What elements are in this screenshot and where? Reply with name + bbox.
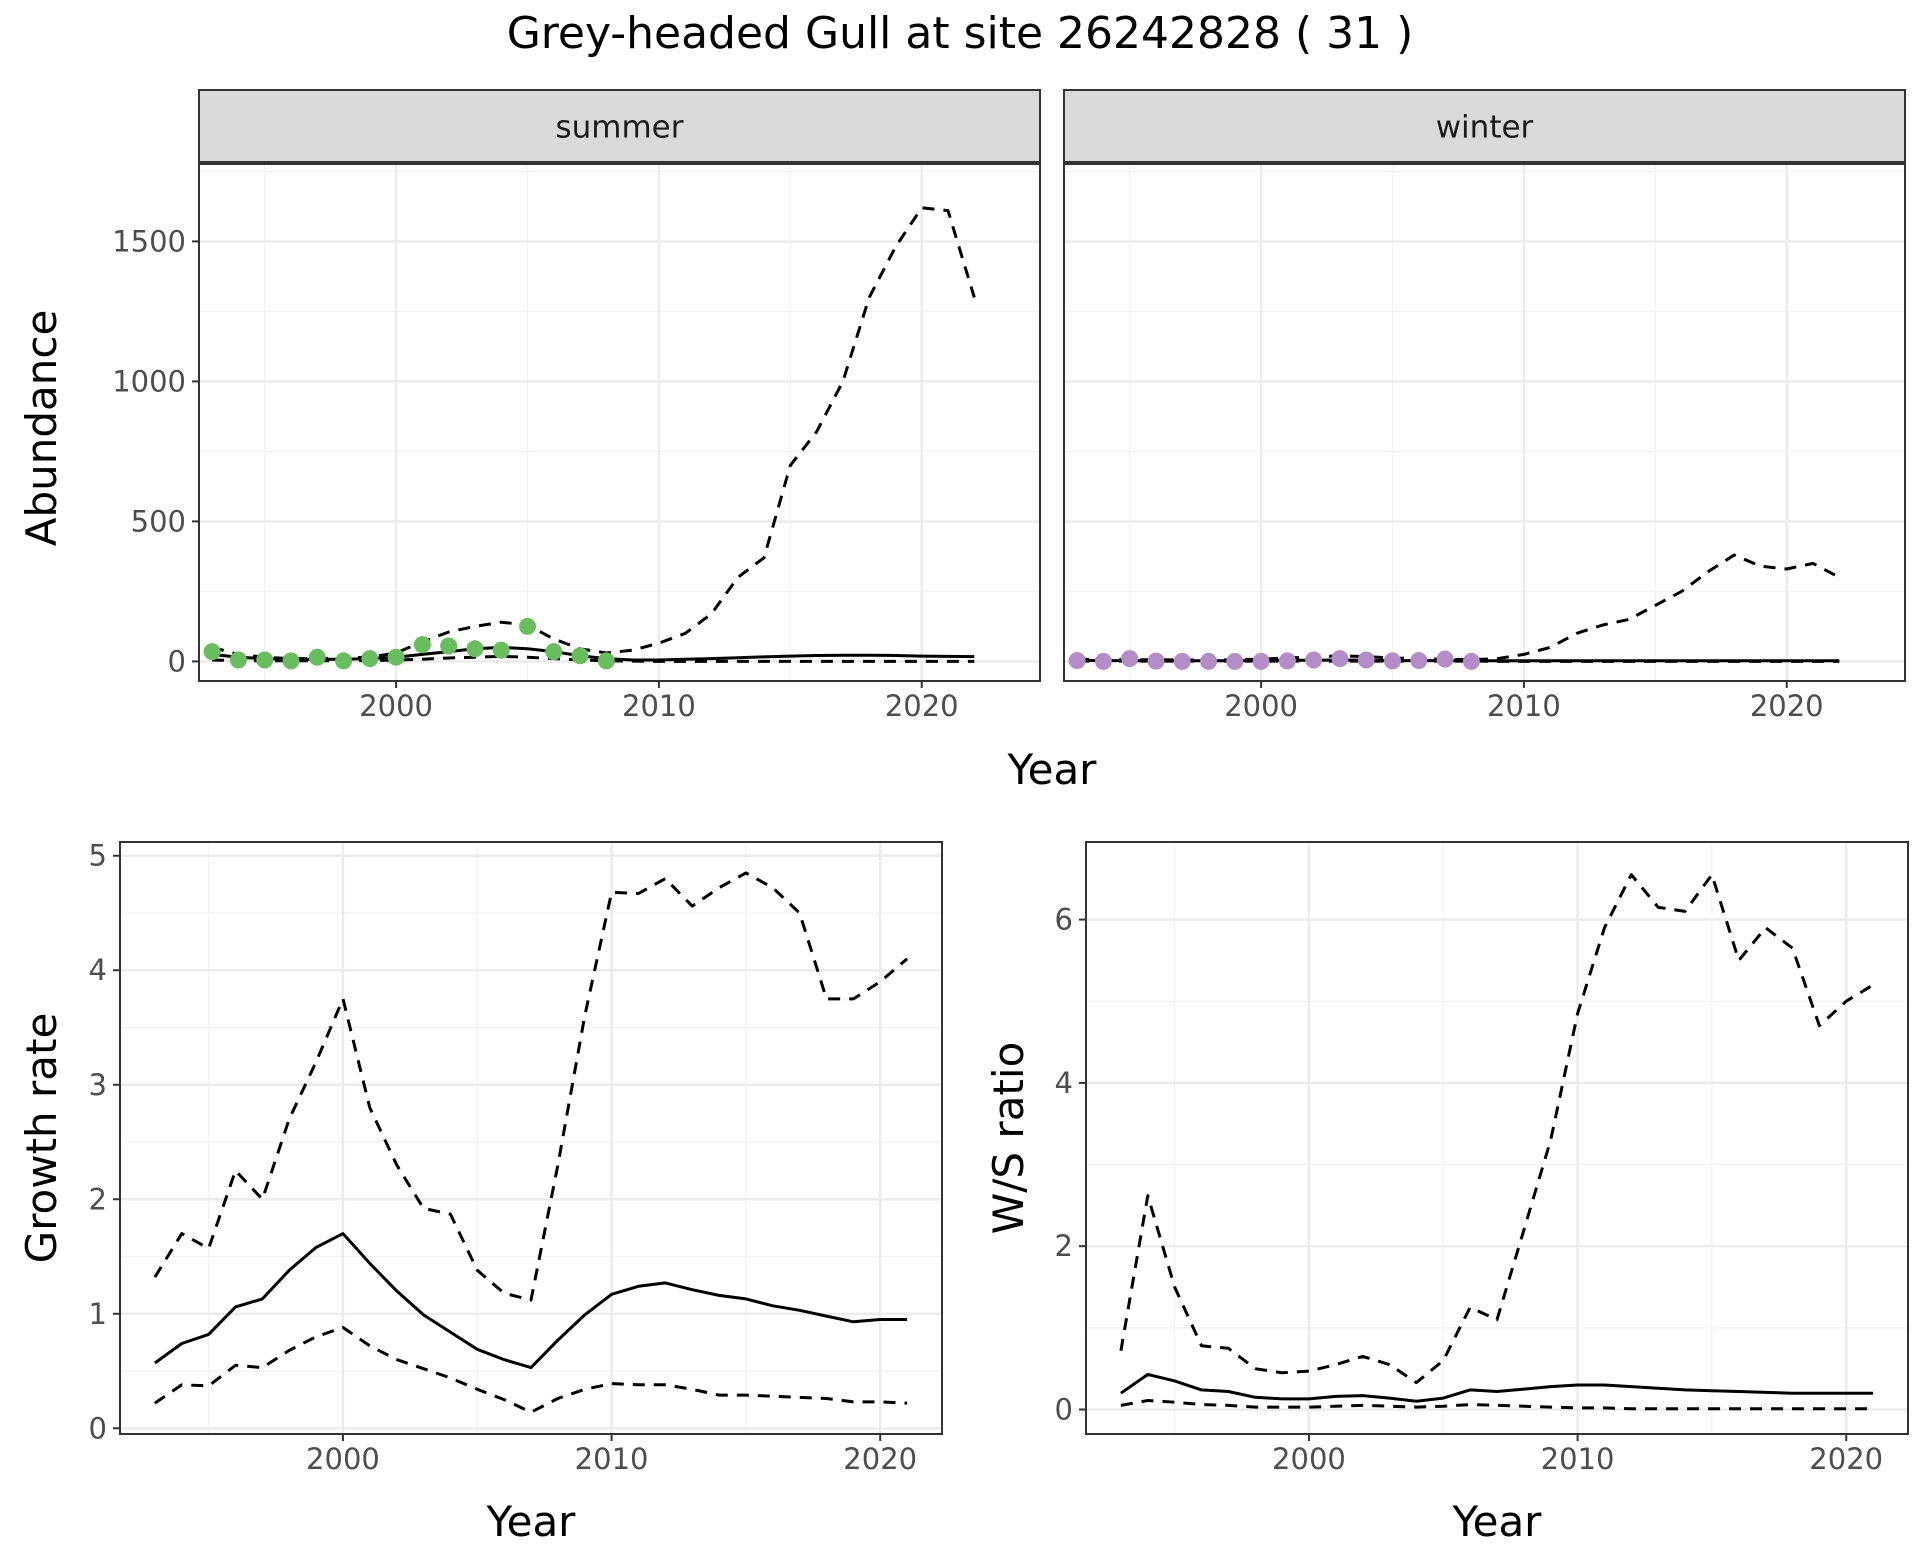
facet-strip-label: summer xyxy=(555,110,683,146)
panel-background xyxy=(1064,163,1905,681)
x-tick-label: 2000 xyxy=(306,1442,380,1476)
data-point-winter xyxy=(1200,652,1218,670)
data-point-winter xyxy=(1278,652,1296,670)
series-line-dashed-1 xyxy=(153,871,909,1302)
data-point-winter xyxy=(1410,652,1428,670)
data-point-winter xyxy=(1384,652,1402,670)
data-point-summer xyxy=(519,617,537,635)
y-tick-label: 500 xyxy=(131,504,186,538)
x-tick-label: 2020 xyxy=(843,1442,917,1476)
panel-border xyxy=(119,841,943,1435)
ws-ratio-chart: 2000 2010 2020 0 2 4 6 Year W/S ratio xyxy=(984,841,1909,1546)
y-tick-label: 1000 xyxy=(112,364,186,398)
y-axis-title: W/S ratio xyxy=(984,1042,1033,1235)
data-point-summer xyxy=(571,647,589,665)
x-tick-label: 2000 xyxy=(359,689,433,723)
x-tick-label: 2010 xyxy=(622,689,696,723)
data-point-winter xyxy=(1462,652,1480,670)
y-tick-label: 3 xyxy=(89,1068,107,1102)
x-tick-label: 2000 xyxy=(1272,1442,1346,1476)
x-tick-label: 2000 xyxy=(1224,689,1298,723)
series-line-dashed-2 xyxy=(1120,1399,1874,1411)
panel-background xyxy=(1086,842,1908,1434)
data-point-summer xyxy=(256,651,274,669)
growth-rate-chart: 2000 2010 2020 0 1 2 3 4 5 Year Growth rate xyxy=(17,839,943,1546)
y-tick-label: 2 xyxy=(89,1182,107,1216)
abundance-chart: summer 2000 2010 2020 0 500 1000 1500 winter 2000… xyxy=(17,89,1906,794)
data-point-winter xyxy=(1094,652,1112,670)
x-axis-title: Year xyxy=(486,1497,577,1546)
panel-background xyxy=(120,842,942,1434)
x-tick-label: 2020 xyxy=(885,689,959,723)
facet-panel-winter: winter 2000 2010 2020 xyxy=(1063,89,1906,723)
panel-background xyxy=(199,163,1040,681)
y-tick-label: 0 xyxy=(89,1411,107,1445)
x-tick-label: 2010 xyxy=(575,1442,649,1476)
data-point-winter xyxy=(1173,652,1191,670)
data-point-summer xyxy=(282,652,300,670)
data-point-summer xyxy=(308,648,326,666)
y-tick-label: 0 xyxy=(168,644,186,678)
data-point-summer xyxy=(335,652,353,670)
y-tick-label: 6 xyxy=(1055,903,1073,937)
data-point-winter xyxy=(1436,650,1454,668)
data-point-summer xyxy=(413,636,431,654)
data-point-winter xyxy=(1331,650,1349,668)
data-point-winter xyxy=(1068,652,1086,670)
y-tick-label: 4 xyxy=(1055,1066,1073,1100)
series-line-solid-0 xyxy=(154,1232,908,1370)
data-point-winter xyxy=(1147,652,1165,670)
data-point-summer xyxy=(229,651,247,669)
y-tick-label: 5 xyxy=(89,839,107,873)
data-point-winter xyxy=(1121,650,1139,668)
y-tick-label: 0 xyxy=(1055,1393,1073,1427)
y-tick-label: 1 xyxy=(89,1297,107,1331)
series-line-dashed-2 xyxy=(154,1326,908,1414)
x-tick-label: 2020 xyxy=(1809,1442,1883,1476)
x-axis-title: Year xyxy=(1452,1497,1543,1546)
x-tick-label: 2020 xyxy=(1750,689,1824,723)
data-point-summer xyxy=(545,643,563,661)
growth-panel: 2000 2010 2020 0 1 2 3 4 5 xyxy=(89,839,943,1476)
x-tick-label: 2010 xyxy=(1487,689,1561,723)
data-point-summer xyxy=(361,650,379,668)
data-point-winter xyxy=(1252,652,1270,670)
data-point-winter xyxy=(1357,651,1375,669)
facet-strip-label: winter xyxy=(1436,110,1534,146)
data-point-summer xyxy=(387,648,405,666)
data-point-winter xyxy=(1226,652,1244,670)
panel-border xyxy=(1085,841,1909,1435)
facet-strip xyxy=(198,89,1041,164)
data-point-summer xyxy=(440,637,458,655)
data-point-summer xyxy=(466,640,484,658)
y-axis-title: Abundance xyxy=(17,310,66,547)
facet-panel-summer: summer 2000 2010 2020 0 500 1000 1500 xyxy=(112,89,1041,723)
figure-title: Grey-headed Gull at site 26242828 ( 31 ) xyxy=(507,8,1414,59)
data-point-summer xyxy=(597,652,615,670)
y-tick-label: 2 xyxy=(1055,1229,1073,1263)
data-point-summer xyxy=(203,643,221,661)
series-line-solid-0 xyxy=(1120,1372,1874,1403)
y-tick-label: 1500 xyxy=(112,224,186,258)
data-point-winter xyxy=(1305,651,1323,669)
series-line-dashed-1 xyxy=(1119,873,1874,1385)
x-axis-title: Year xyxy=(1007,745,1098,794)
ws_ratio-panel: 2000 2010 2020 0 2 4 6 xyxy=(1055,841,1909,1476)
x-tick-label: 2010 xyxy=(1541,1442,1615,1476)
data-point-summer xyxy=(492,641,510,659)
y-tick-label: 4 xyxy=(89,953,107,987)
y-axis-title: Growth rate xyxy=(17,1013,66,1264)
